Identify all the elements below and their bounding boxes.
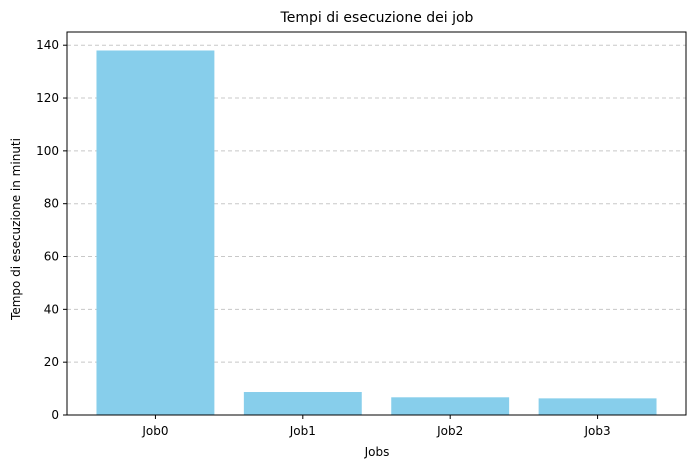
y-tick-label: 0	[51, 408, 59, 422]
bar-job3	[538, 398, 657, 415]
bars	[96, 50, 657, 415]
y-tick-label: 60	[44, 250, 59, 264]
y-tick-label: 40	[44, 302, 59, 316]
chart-title: Tempi di esecuzione dei job	[280, 10, 474, 26]
x-tick-label: Job1	[289, 424, 316, 438]
y-tick-label: 100	[36, 144, 59, 158]
x-tick-label: Job0	[141, 424, 168, 438]
grid-lines	[67, 44, 686, 363]
bar-job0	[96, 50, 215, 415]
y-axis-label: Tempo di esecuzione in minuti	[9, 138, 23, 321]
bar-job2	[391, 397, 510, 415]
plot-frame	[66, 31, 687, 416]
x-tick-label: Job3	[584, 424, 611, 438]
y-ticks: 0 20 40 60 80 100 120 140	[36, 38, 67, 422]
bar-job1	[243, 392, 362, 415]
x-tick-label: Job2	[436, 424, 463, 438]
y-tick-label: 20	[44, 355, 59, 369]
y-tick-label: 140	[36, 38, 59, 52]
y-tick-label: 80	[44, 197, 59, 211]
x-ticks: Job0 Job1 Job2 Job3	[141, 415, 611, 438]
x-axis-label: Jobs	[364, 445, 390, 459]
y-tick-label: 120	[36, 91, 59, 105]
